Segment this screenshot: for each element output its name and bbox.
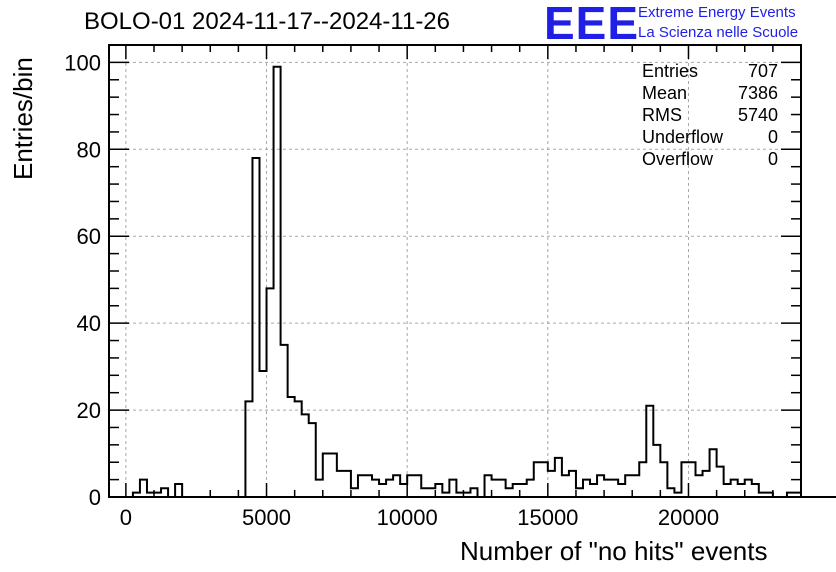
histogram-series [125,65,836,498]
x-tick-label: 15000 [517,505,578,530]
y-tick-label: 100 [64,50,101,75]
axis-ticks [109,44,802,498]
eee-logo: EEE [544,0,640,49]
y-tick-label: 20 [77,398,101,423]
stats-row-rms: RMS 5740 [642,104,778,126]
y-tick-label: 0 [89,485,101,510]
logo-caption: Extreme Energy Events La Scienza nelle S… [638,3,798,43]
stats-row-mean: Mean 7386 [642,82,778,104]
stats-label: Overflow [642,149,714,169]
stats-row-overflow: Overflow 0 [642,148,778,170]
logo-line-2: La Scienza nelle Scuole [638,24,799,41]
stats-value: 7386 [737,83,778,103]
stats-row-underflow: Underflow 0 [642,126,778,148]
stats-label: Underflow [642,127,724,147]
y-tick-label: 60 [77,224,101,249]
stats-label: Mean [642,83,688,103]
stats-label: RMS [642,105,682,125]
stats-value: 0 [767,149,778,169]
x-tick-label: 10000 [377,505,438,530]
y-axis-label: Entries/bin [8,57,38,180]
stats-value: 0 [767,127,778,147]
x-tick-label: 0 [120,505,132,530]
x-axis-label: Number of "no hits" events [460,536,768,566]
stats-value: 5740 [737,105,778,125]
tick-labels: 0 5000 10000 15000 20000 0 20 40 60 80 100 [64,50,719,530]
stats-row-entries: Entries 707 [642,60,778,82]
x-tick-label: 5000 [242,505,291,530]
chart-title: BOLO-01 2024-11-17--2024-11-26 [84,8,450,35]
stats-value: 707 [747,61,778,81]
logo-line-1: Extreme Energy Events [638,4,796,21]
grid-layer [109,45,801,497]
stats-label: Entries [642,61,699,81]
x-tick-label: 20000 [658,505,719,530]
y-tick-label: 80 [77,137,101,162]
y-tick-label: 40 [77,311,101,336]
stats-box: Entries 707 Mean 7386 RMS 5740 Underflow… [642,60,778,170]
